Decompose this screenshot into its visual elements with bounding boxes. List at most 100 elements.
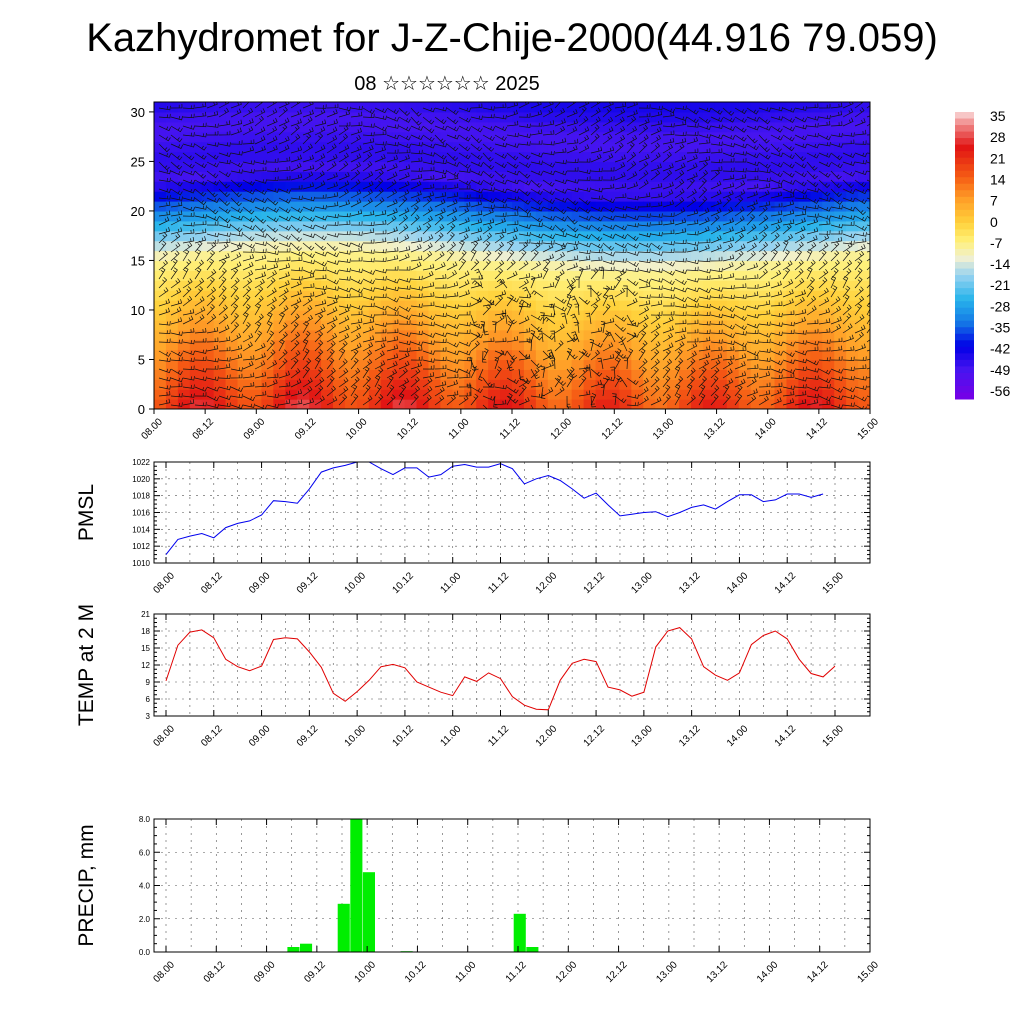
heatmap-cell <box>726 280 740 291</box>
heatmap-cell <box>356 300 370 311</box>
wind-barb <box>818 179 831 188</box>
wind-barb <box>830 275 837 289</box>
heatmap-cell <box>356 260 370 271</box>
heatmap-cell <box>631 250 644 262</box>
heatmap-cell <box>643 329 656 341</box>
heatmap-cell <box>547 379 561 390</box>
heatmap-cell <box>523 270 537 281</box>
heatmap-cell <box>691 270 704 281</box>
heatmap-cell <box>762 359 776 370</box>
heatmap-cell <box>810 399 823 409</box>
heatmap-cell <box>655 260 668 271</box>
wind-barb <box>314 251 328 257</box>
heatmap-cell <box>822 389 835 400</box>
heatmap-cell <box>249 379 262 390</box>
wind-barb <box>746 161 760 167</box>
wind-barb <box>842 259 853 271</box>
wind-barb <box>746 372 759 379</box>
heatmap-cell <box>523 250 537 262</box>
heatmap-cell <box>356 141 370 153</box>
wind-barb <box>194 111 207 118</box>
heatmap-cell <box>512 141 525 153</box>
wind-barb <box>266 296 277 307</box>
wind-barb <box>290 297 302 307</box>
wind-barb <box>602 285 615 291</box>
wind-barb <box>338 315 350 325</box>
wind-barb <box>734 180 746 190</box>
heatmap-cell <box>464 399 477 409</box>
wind-barb <box>254 321 262 334</box>
wind-barb <box>446 223 456 235</box>
heatmap-cell <box>571 270 585 281</box>
heatmap-cell <box>846 290 859 301</box>
heatmap-cell <box>535 240 549 252</box>
wind-barb <box>374 342 386 352</box>
heatmap-cell <box>595 210 609 222</box>
wind-barb <box>638 358 648 370</box>
wind-barb <box>854 107 865 118</box>
heatmap-cell <box>249 201 262 212</box>
heatmap-cell <box>858 210 870 222</box>
wind-barb <box>410 244 422 253</box>
wind-barb <box>698 345 711 352</box>
heatmap-cell <box>631 260 644 271</box>
wind-barb <box>158 216 170 226</box>
heatmap-cell <box>165 339 179 351</box>
wind-barb <box>686 219 699 226</box>
heatmap-cell <box>165 240 179 252</box>
heatmap-cell <box>464 220 477 232</box>
wind-barb <box>194 401 207 407</box>
wind-barb <box>398 164 411 172</box>
wind-barb <box>770 134 783 141</box>
heatmap-cell <box>762 270 776 281</box>
heatmap-cell <box>523 161 537 172</box>
wind-barb <box>530 160 543 165</box>
heatmap-cell <box>535 141 549 153</box>
heatmap-cell <box>416 369 430 380</box>
heatmap-cell <box>702 111 716 123</box>
wind-barb <box>554 147 567 154</box>
wind-barb <box>830 324 842 334</box>
wind-barb <box>518 278 529 289</box>
heatmap-cell <box>225 141 239 153</box>
wind-barb <box>242 179 255 186</box>
heatmap-cell <box>201 121 215 133</box>
heatmap-cell <box>786 102 799 113</box>
heatmap-cell <box>714 250 728 262</box>
wind-barb <box>626 102 638 109</box>
heatmap-cell <box>273 121 286 133</box>
wind-barb <box>578 187 591 192</box>
heatmap-cell <box>165 210 179 222</box>
heatmap-cell <box>547 319 561 331</box>
heatmap-cell <box>225 151 239 163</box>
heatmap-cell <box>643 210 656 222</box>
wind-barb <box>458 368 472 374</box>
heatmap-cell <box>428 230 441 242</box>
wind-barb <box>830 376 843 381</box>
wind-barb <box>386 319 399 325</box>
heatmap-cell <box>165 260 179 271</box>
wind-barb <box>398 223 409 235</box>
heatmap-cell <box>416 319 430 331</box>
heatmap-cell <box>392 300 406 311</box>
heatmap-cell <box>356 240 370 252</box>
wind-barb <box>674 105 687 110</box>
wind-barb <box>470 366 477 379</box>
wind-barb <box>410 214 420 226</box>
wind-barb <box>398 180 410 190</box>
wind-barb <box>506 170 520 176</box>
wind-barb <box>350 189 362 199</box>
heatmap-cell <box>177 151 191 163</box>
heatmap-cell <box>321 121 334 133</box>
wind-barb <box>506 120 519 127</box>
wind-barb <box>662 269 675 276</box>
wind-barb <box>614 357 621 370</box>
colorbar-segment <box>955 294 974 302</box>
wind-barb <box>242 160 255 165</box>
wind-barb <box>494 188 508 194</box>
wind-barb <box>854 404 867 409</box>
heatmap-cell <box>297 260 310 271</box>
wind-barb <box>446 198 458 208</box>
xtick-label: 09.12 <box>302 959 328 985</box>
